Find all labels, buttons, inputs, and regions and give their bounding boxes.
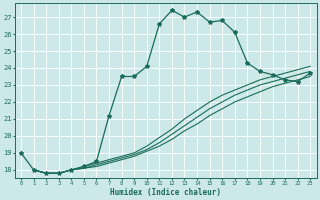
X-axis label: Humidex (Indice chaleur): Humidex (Indice chaleur) bbox=[110, 188, 221, 197]
